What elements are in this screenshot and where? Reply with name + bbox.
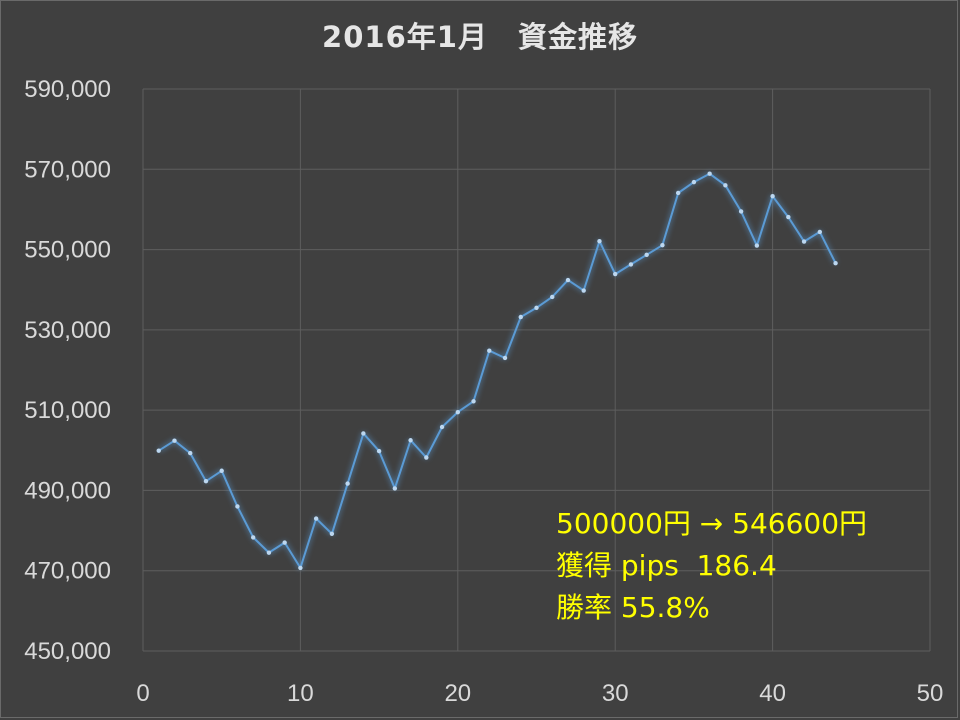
x-tick-label: 40 (759, 680, 786, 707)
data-point (471, 399, 476, 404)
annotation-balance: 500000円 → 546600円 (556, 507, 868, 540)
y-axis-tick-labels: 590,000 570,000 550,000 530,000 510,000 490,0… (24, 76, 111, 665)
data-point (424, 455, 429, 460)
annotation-pips: 獲得 pips 186.4 (556, 549, 777, 582)
data-point (660, 242, 665, 248)
data-point (723, 183, 728, 188)
data-point (266, 550, 272, 555)
data-point (439, 424, 445, 430)
data-point (313, 516, 319, 521)
chart-title: 2016年1月 資金推移 (322, 20, 638, 54)
data-point (376, 448, 382, 454)
data-point (691, 179, 697, 185)
data-point (219, 468, 224, 473)
data-point (329, 531, 335, 536)
data-point (786, 214, 791, 220)
x-tick-label: 50 (917, 680, 944, 707)
gridlines (142, 88, 931, 652)
data-point (392, 486, 398, 491)
data-point (597, 238, 602, 244)
y-tick-label: 590,000 (24, 76, 111, 103)
data-point (282, 540, 287, 545)
x-tick-label: 30 (602, 680, 629, 707)
annotation-winrate: 勝率 55.8% (556, 591, 710, 624)
y-tick-label: 470,000 (24, 558, 111, 585)
data-point (801, 239, 807, 244)
data-point (817, 229, 823, 235)
y-tick-label: 550,000 (24, 237, 111, 264)
series-line (158, 172, 837, 569)
data-point (235, 504, 240, 509)
data-point (613, 271, 618, 277)
data-point (581, 288, 586, 293)
data-point (644, 252, 649, 257)
data-point (455, 409, 460, 415)
data-point (738, 209, 744, 214)
x-tick-label: 20 (444, 680, 471, 707)
data-point (550, 294, 555, 300)
data-point (250, 535, 256, 540)
y-tick-label: 450,000 (24, 638, 111, 665)
data-point (361, 431, 366, 436)
data-point (188, 450, 193, 456)
y-tick-label: 530,000 (24, 317, 111, 344)
x-tick-label: 10 (287, 680, 314, 707)
data-point (203, 478, 209, 484)
data-point (534, 305, 539, 310)
data-point (565, 277, 571, 283)
data-point (298, 565, 303, 571)
data-point (487, 348, 492, 353)
data-point (833, 261, 838, 266)
data-point (675, 190, 681, 196)
data-point (770, 193, 775, 199)
data-point (754, 243, 760, 248)
data-point (408, 438, 413, 443)
data-point (345, 481, 350, 486)
x-axis-tick-labels: 0 10 20 30 40 50 (136, 680, 943, 707)
data-point (518, 314, 523, 320)
y-tick-label: 490,000 (24, 477, 111, 504)
data-point (156, 448, 161, 453)
y-tick-label: 510,000 (24, 397, 111, 424)
series-points (156, 171, 838, 571)
data-point (628, 262, 634, 267)
x-tick-label: 0 (136, 680, 149, 707)
data-point (502, 355, 508, 361)
data-point (707, 171, 712, 176)
y-tick-label: 570,000 (24, 156, 111, 183)
data-point (172, 438, 177, 443)
